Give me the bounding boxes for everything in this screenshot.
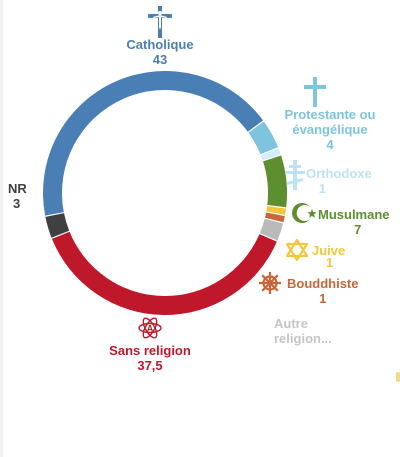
segment-sans-religion — [51, 231, 277, 315]
catholique-label: Catholique 43 — [126, 37, 194, 67]
nr-label: NR 3 — [8, 181, 27, 211]
bouddhiste-label: Bouddhiste 1 — [287, 276, 359, 306]
decorative-mark — [396, 372, 400, 382]
crescent-star-icon — [292, 203, 317, 223]
star-of-david-icon — [285, 238, 309, 262]
svg-text:A: A — [147, 324, 154, 334]
dharma-wheel-icon — [259, 272, 281, 294]
segment-nr — [45, 213, 70, 238]
latin-cross-with-corpus-icon — [148, 6, 172, 38]
latin-cross-icon — [304, 77, 326, 107]
protestante-label: Protestante ou évangélique 4 — [284, 107, 376, 152]
segment-protestante-ou-vang-lique — [248, 121, 279, 155]
musulmane-label: Musulmane 7 — [318, 207, 390, 237]
segment-autre-religion — [259, 218, 284, 241]
page-edge — [0, 0, 3, 457]
juive-label: Juive 1 — [312, 243, 346, 270]
autre-religion-label: Autre religion... — [274, 316, 332, 346]
segment-juive — [266, 206, 287, 215]
segment-catholique — [43, 71, 264, 216]
sans-religion-label: Sans religion 37,5 — [109, 343, 191, 373]
segment-musulmane — [263, 155, 287, 208]
segment-bouddhiste — [264, 212, 285, 223]
atom-icon: A — [138, 317, 162, 339]
donut-segments — [43, 71, 287, 315]
orthodox-cross-icon — [285, 160, 305, 190]
segment-orthodoxe — [260, 148, 281, 161]
orthodoxe-label: Orthodoxe 1 — [306, 166, 372, 196]
